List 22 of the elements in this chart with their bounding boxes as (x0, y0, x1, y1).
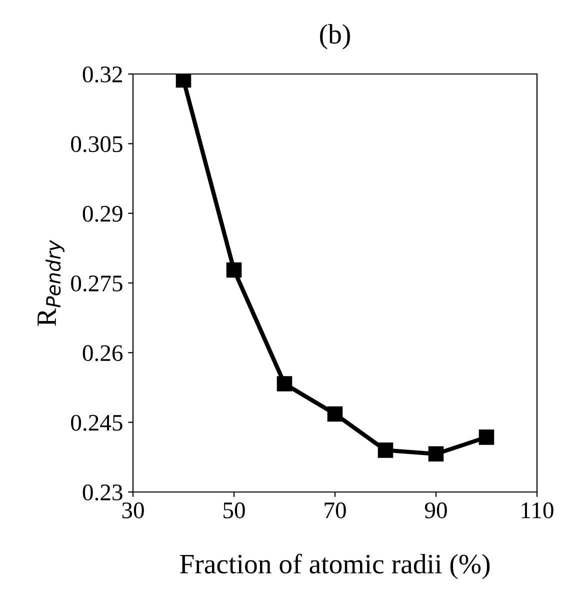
y-axis-title: R$_{Pendry}$ (38, 240, 64, 326)
y-tick-label: 0.305 (71, 136, 122, 152)
y-tick-label: 0.245 (71, 414, 122, 431)
point (226, 262, 242, 278)
point (378, 442, 394, 458)
x-tick-label: 50 (224, 502, 245, 518)
y-tick-label: 0.23 (82, 484, 122, 501)
y-tick-label: 0.275 (71, 275, 122, 292)
chart-title: (b) (320, 24, 350, 50)
x-tick-label: 30 (122, 502, 144, 518)
x-tick-label: 90 (424, 502, 447, 518)
point (428, 446, 444, 462)
y-tick-label: 0.29 (82, 206, 122, 222)
y-tick-label: 0.26 (82, 345, 123, 362)
point (176, 74, 192, 88)
x-axis-title: Fraction of atomic radii (%) (180, 554, 490, 580)
point (327, 406, 343, 422)
point (478, 430, 494, 445)
point (276, 376, 292, 392)
x-tick-label: 110 (522, 502, 554, 518)
x-tick-label: 70 (324, 502, 346, 518)
y-tick-label: 0.32 (82, 66, 122, 83)
